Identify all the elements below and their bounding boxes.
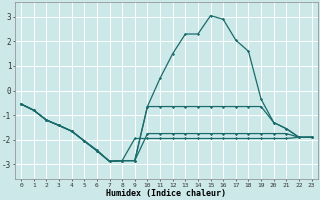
X-axis label: Humidex (Indice chaleur): Humidex (Indice chaleur)	[106, 189, 226, 198]
